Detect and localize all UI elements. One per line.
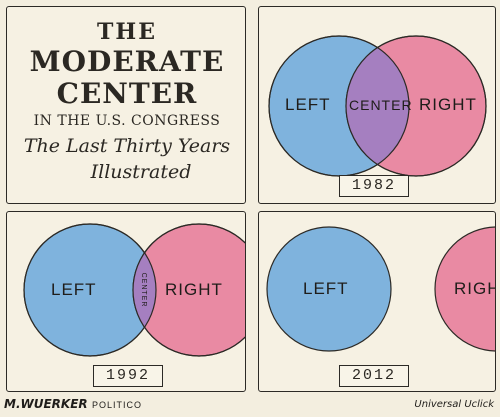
left-label: LEFT — [303, 279, 349, 298]
left-label: LEFT — [285, 95, 331, 114]
center-label: CENTER — [349, 97, 413, 113]
center-label: CENTER — [140, 273, 147, 308]
year-label: 1982 — [339, 175, 409, 197]
right-label: RIGHT — [419, 95, 477, 114]
syndicate-credit: Universal Uclick — [414, 399, 494, 410]
venn-diagram-1992: CENTER — [23, 223, 245, 357]
title-the: THE — [97, 19, 157, 45]
title-center: CENTER — [56, 77, 198, 110]
title-last-thirty-years: The Last Thirty Years — [23, 135, 231, 157]
year-label: 2012 — [339, 365, 409, 387]
right-circle — [434, 226, 495, 352]
panel-1982: LEFT CENTER RIGHT 1982 — [258, 6, 496, 204]
right-label: RIGH — [454, 279, 496, 298]
title-illustrated: Illustrated — [90, 161, 192, 183]
artist-signature: M.WUERKER — [4, 397, 88, 411]
left-label: LEFT — [51, 280, 97, 299]
year-label: 1992 — [93, 365, 163, 387]
venn-diagram-2012 — [266, 226, 495, 352]
title-congress: IN THE U.S. CONGRESS — [33, 113, 221, 129]
left-circle — [266, 226, 392, 352]
venn-diagram-1982 — [268, 35, 487, 177]
publication-name: POLITICO — [92, 400, 143, 410]
title-panel: THE MODERATE CENTER IN THE U.S. CONGRESS… — [6, 6, 246, 204]
panel-1992: CENTER LEFT RIGHT 1992 — [6, 211, 246, 392]
right-label: RIGHT — [165, 280, 223, 299]
center-overlap — [346, 36, 409, 176]
title-moderate: MODERATE — [29, 45, 225, 78]
panel-2012: LEFT RIGH 2012 — [258, 211, 496, 392]
